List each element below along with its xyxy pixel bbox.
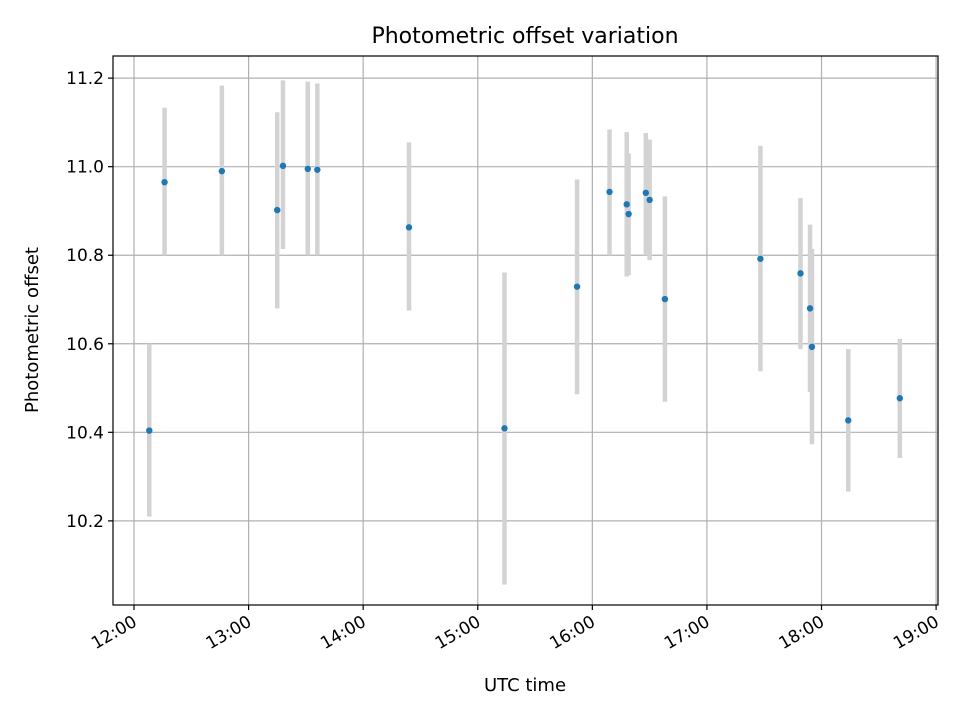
plot-frame xyxy=(112,55,939,606)
x-axis-label: UTC time xyxy=(484,675,566,696)
data-point xyxy=(757,255,764,262)
data-point xyxy=(161,178,168,186)
data-points xyxy=(146,162,904,434)
data-point xyxy=(146,427,153,434)
data-point xyxy=(808,343,816,351)
data-point xyxy=(642,189,650,197)
data-point xyxy=(623,201,630,208)
data-point xyxy=(314,166,321,173)
y-axis: 10.2 10.4 10.6 10.8 11.0 11.2 xyxy=(66,69,113,532)
data-point xyxy=(806,305,814,312)
data-point xyxy=(896,395,904,402)
data-point xyxy=(797,270,804,277)
y-tick-label: 10.2 xyxy=(66,512,104,532)
data-point xyxy=(625,210,632,218)
data-point xyxy=(661,295,669,303)
y-tick-label: 10.8 xyxy=(66,246,104,266)
data-point xyxy=(606,188,613,196)
data-point xyxy=(304,165,311,173)
data-point xyxy=(646,196,653,204)
data-point xyxy=(218,167,226,175)
data-point xyxy=(405,224,413,231)
chart-title: Photometric offset variation xyxy=(371,24,678,49)
data-point xyxy=(501,425,508,432)
data-point xyxy=(573,283,581,290)
data-point xyxy=(845,417,852,424)
y-tick-label: 11.2 xyxy=(66,69,104,89)
y-axis-label: Photometric offset xyxy=(22,247,43,413)
y-tick-label: 11.0 xyxy=(66,158,104,178)
grid xyxy=(113,56,938,605)
y-tick-label: 10.6 xyxy=(66,335,104,355)
data-point xyxy=(279,162,287,169)
data-point xyxy=(274,206,281,214)
y-tick-label: 10.4 xyxy=(66,423,104,443)
